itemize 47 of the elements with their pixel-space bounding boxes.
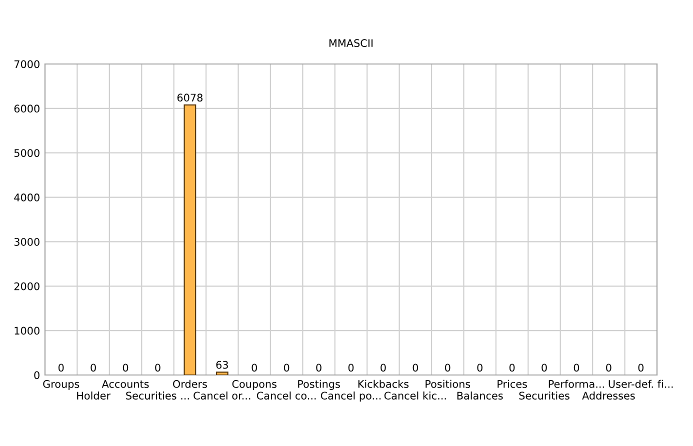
x-tick-label: Kickbacks [358, 380, 409, 388]
data-label: 0 [509, 364, 515, 372]
x-tick-label: Positions [426, 380, 470, 388]
x-tick-label: Groups [43, 380, 80, 390]
data-label: 0 [122, 364, 128, 372]
x-tick-label: Balances [457, 392, 503, 400]
x-tick-label: Addresses [582, 392, 635, 400]
data-label: 63 [216, 360, 228, 369]
x-tick-label: Coupons [232, 380, 276, 390]
data-label: 6078 [177, 94, 202, 102]
data-label: 0 [445, 364, 450, 372]
x-tick-label: Accounts [102, 380, 149, 388]
data-label: 0 [477, 364, 482, 372]
y-tick-label: 3000 [14, 238, 40, 246]
data-label: 0 [412, 364, 418, 372]
data-label: 0 [284, 364, 290, 372]
x-tick-label: Cancel co... [256, 392, 316, 400]
data-label: 0 [606, 364, 612, 372]
data-label: 0 [252, 364, 257, 372]
data-label: 0 [348, 364, 354, 372]
data-label: 0 [90, 364, 96, 372]
y-tick-label: 2000 [14, 282, 40, 290]
data-label: 0 [155, 364, 160, 372]
x-tick-label: Prices [498, 380, 527, 388]
data-label: 0 [574, 364, 580, 372]
data-label: 0 [58, 364, 64, 372]
x-tick-label: Orders [173, 380, 207, 388]
y-tick-label: 4000 [14, 194, 40, 202]
data-label: 0 [380, 364, 386, 372]
y-tick-label: 0 [34, 371, 40, 380]
x-tick-label: Securities ... [126, 392, 189, 400]
x-tick-label: Securities [519, 392, 570, 400]
data-label: 0 [542, 364, 547, 372]
data-label: 0 [638, 364, 644, 372]
x-tick-label: Holder [77, 392, 111, 400]
x-tick-label: User-def. fi... [608, 380, 673, 388]
y-tick-label: 1000 [14, 326, 40, 335]
x-tick-label: Cancel kic... [384, 392, 446, 400]
y-tick-label: 6000 [14, 104, 40, 113]
y-tick-label: 7000 [14, 60, 40, 68]
x-tick-label: Postings [298, 380, 340, 390]
chart-title: MMASCII [329, 39, 373, 48]
x-tick-label: Cancel or... [194, 392, 250, 400]
x-tick-label: Performa... [548, 380, 604, 388]
y-tick-label: 5000 [14, 149, 40, 157]
data-label: 0 [316, 364, 322, 372]
x-tick-label: Cancel po... [320, 392, 381, 402]
